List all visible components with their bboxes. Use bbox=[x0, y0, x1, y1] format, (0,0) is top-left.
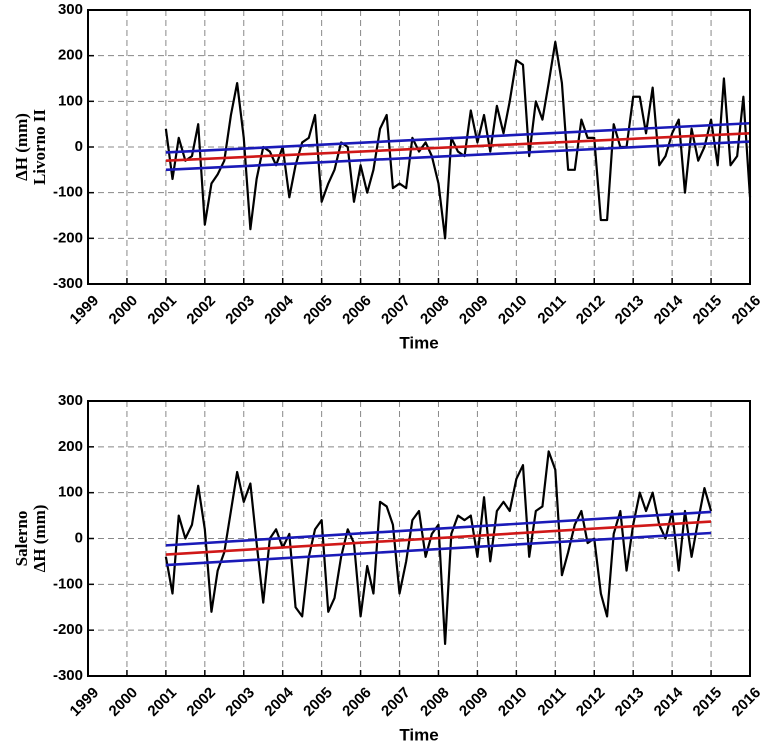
trend-line bbox=[165, 531, 712, 567]
x-tick-label: 2014 bbox=[651, 684, 687, 720]
y-tick-label: -300 bbox=[53, 667, 83, 684]
x-tick-label: 1999 bbox=[67, 292, 103, 328]
x-tick-label: 2008 bbox=[417, 684, 453, 720]
y-tick-label: -100 bbox=[53, 184, 83, 201]
x-tick-label: 2005 bbox=[300, 292, 336, 328]
trend-line bbox=[165, 132, 751, 162]
x-tick-label: 2001 bbox=[144, 292, 180, 328]
data-line bbox=[164, 450, 713, 646]
x-tick-label: 2015 bbox=[690, 684, 726, 720]
y-tick-label: 0 bbox=[75, 529, 83, 546]
x-tick-label: 2013 bbox=[612, 292, 648, 328]
x-tick-label: 2000 bbox=[106, 684, 142, 720]
y-tick-label: -200 bbox=[53, 229, 83, 246]
x-tick-label: 2009 bbox=[456, 292, 492, 328]
y-tick-label: 100 bbox=[58, 484, 83, 501]
data-line bbox=[164, 40, 752, 240]
x-tick-label: 2007 bbox=[378, 684, 414, 720]
x-tick-label: 1999 bbox=[67, 684, 103, 720]
y-axis-label: Livorno II bbox=[30, 109, 49, 185]
x-tick-label: 2004 bbox=[261, 684, 297, 720]
x-tick-label: 2010 bbox=[495, 684, 531, 720]
x-tick-label: 2006 bbox=[339, 292, 375, 328]
x-tick-label: 2014 bbox=[651, 292, 687, 328]
trend-line bbox=[165, 510, 712, 547]
y-tick-label: 100 bbox=[58, 92, 83, 109]
y-tick-label: -100 bbox=[53, 575, 83, 592]
x-tick-label: 2013 bbox=[612, 684, 648, 720]
x-tick-label: 2002 bbox=[183, 292, 219, 328]
y-tick-label: 300 bbox=[58, 392, 83, 409]
y-axis-label: Salerno bbox=[12, 511, 31, 567]
y-tick-label: -200 bbox=[53, 621, 83, 638]
y-tick-label: 200 bbox=[58, 47, 83, 64]
x-tick-label: 2009 bbox=[456, 684, 492, 720]
x-tick-label: 2002 bbox=[183, 684, 219, 720]
y-tick-label: 0 bbox=[75, 138, 83, 155]
x-tick-label: 2015 bbox=[690, 292, 726, 328]
x-axis-label: Time bbox=[399, 725, 438, 744]
y-tick-label: -300 bbox=[53, 275, 83, 292]
plot-frame bbox=[87, 9, 751, 285]
y-axis-label: ΔH (mm) bbox=[30, 505, 49, 573]
x-tick-label: 2012 bbox=[573, 684, 609, 720]
x-tick-label: 2010 bbox=[495, 292, 531, 328]
x-tick-label: 2003 bbox=[222, 292, 258, 328]
x-tick-label: 2016 bbox=[729, 684, 765, 720]
y-tick-label: 300 bbox=[58, 1, 83, 18]
x-tick-label: 2011 bbox=[534, 292, 569, 327]
trend-line bbox=[165, 140, 751, 172]
x-tick-label: 2007 bbox=[378, 292, 414, 328]
trend-line bbox=[165, 121, 751, 154]
x-tick-label: 2011 bbox=[534, 684, 569, 719]
trend-line bbox=[165, 520, 712, 556]
x-tick-label: 2000 bbox=[106, 292, 142, 328]
y-tick-label: 200 bbox=[58, 438, 83, 455]
x-tick-label: 2012 bbox=[573, 292, 609, 328]
x-tick-label: 2005 bbox=[300, 684, 336, 720]
y-axis-label: ΔH (mm) bbox=[12, 113, 31, 181]
plot-frame bbox=[87, 400, 751, 677]
x-tick-label: 2003 bbox=[222, 684, 258, 720]
x-tick-label: 2001 bbox=[144, 684, 180, 720]
x-tick-label: 2008 bbox=[417, 292, 453, 328]
x-tick-label: 2004 bbox=[261, 292, 297, 328]
x-axis-label: Time bbox=[399, 333, 438, 352]
x-tick-label: 2016 bbox=[729, 292, 765, 328]
x-tick-label: 2006 bbox=[339, 684, 375, 720]
